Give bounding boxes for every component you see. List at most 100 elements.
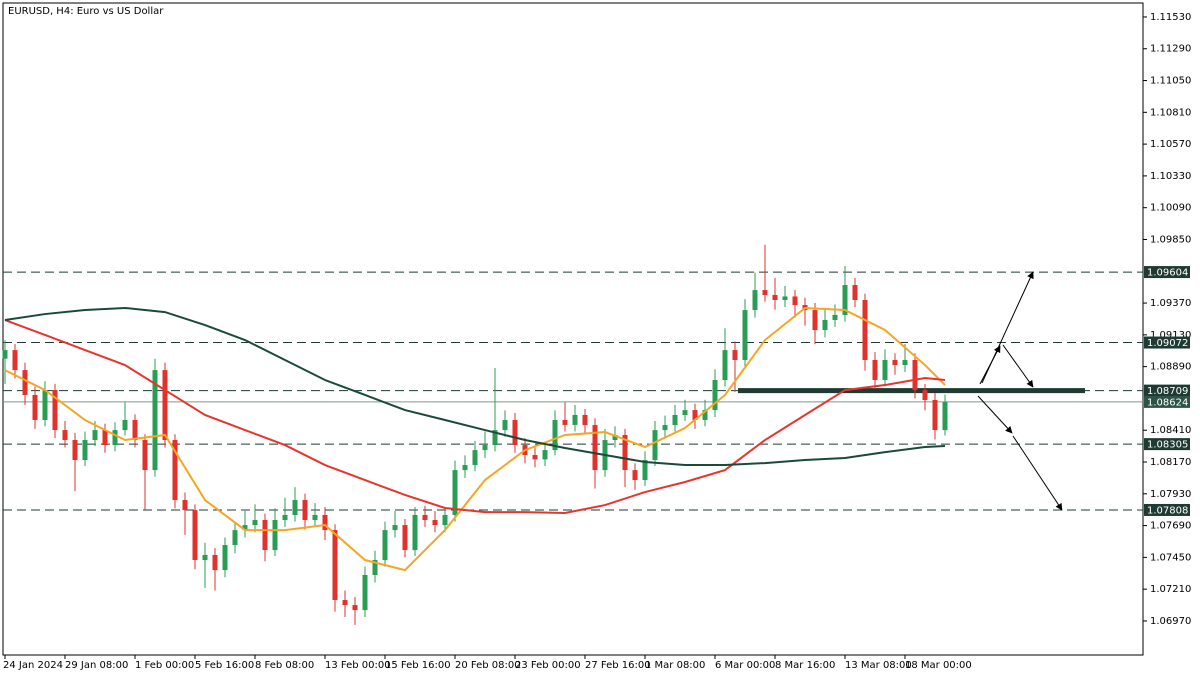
- candle-body: [882, 360, 888, 381]
- y-tick-label: 1.06970: [1150, 616, 1191, 627]
- candle-body: [472, 450, 478, 466]
- candle-body: [372, 560, 378, 575]
- price-tag-label: 1.09072: [1147, 338, 1188, 349]
- candle-body: [782, 296, 788, 301]
- candle-body: [752, 290, 758, 311]
- arrow-retest: [1002, 344, 1034, 388]
- candle-body: [162, 370, 168, 441]
- candle-body: [652, 430, 658, 461]
- candle-body: [672, 414, 678, 426]
- candle-body: [392, 525, 398, 531]
- candle-body: [562, 420, 568, 425]
- candle-body: [142, 440, 148, 471]
- x-tick-label: 13 Mar 08:00: [845, 660, 912, 671]
- moving-average: [4, 319, 946, 515]
- candle-body: [552, 420, 558, 451]
- candle-body: [542, 450, 548, 460]
- candle-body: [732, 350, 738, 361]
- price-tag-label: 1.09604: [1147, 268, 1188, 279]
- plot-frame: [2, 2, 1144, 656]
- candle-body: [152, 370, 158, 471]
- candle-body: [342, 600, 348, 606]
- candle-body: [192, 510, 198, 561]
- candle-body: [812, 310, 818, 331]
- x-tick-label: 13 Feb 00:00: [325, 660, 391, 671]
- x-tick-label: 24 Jan 2024: [3, 660, 63, 671]
- candle-body: [872, 360, 878, 381]
- candle-body: [242, 525, 248, 531]
- chart-title: EURUSD, H4: Euro vs US Dollar: [8, 6, 164, 17]
- y-tick-label: 1.11050: [1150, 76, 1191, 87]
- candle-body: [632, 470, 638, 481]
- candle-body: [892, 360, 898, 366]
- price-tag-box: [1144, 395, 1190, 408]
- candle-body: [852, 285, 858, 301]
- candle-body: [772, 294, 778, 301]
- candle-body: [612, 434, 618, 441]
- candle-body: [82, 440, 88, 461]
- scenario-arrows: [977, 271, 1063, 511]
- y-tick-label: 1.08410: [1150, 425, 1191, 436]
- price-tag-label: 1.08624: [1147, 397, 1188, 408]
- candle-body: [2, 350, 8, 359]
- candle-body: [252, 520, 258, 526]
- x-tick-label: 5 Feb 16:00: [195, 660, 254, 671]
- arrow-up-short: [979, 345, 1001, 385]
- price-tag-label: 1.07808: [1147, 505, 1188, 516]
- candle-body: [62, 430, 68, 441]
- candle-body: [322, 514, 328, 531]
- x-tick-label: 18 Mar 00:00: [905, 660, 972, 671]
- candle-body: [72, 440, 78, 461]
- price-tag-box: [1144, 336, 1190, 349]
- candle-body: [52, 390, 58, 431]
- candle-body: [122, 420, 128, 431]
- candle-body: [722, 350, 728, 381]
- candle-body: [412, 514, 418, 551]
- candle-body: [32, 394, 38, 421]
- candle-body: [922, 390, 928, 401]
- x-tick-label: 1 Mar 08:00: [645, 660, 705, 671]
- y-tick-label: 1.09130: [1150, 330, 1191, 341]
- candle-body: [762, 290, 768, 295]
- candle-body: [12, 350, 18, 371]
- candle-body: [842, 285, 848, 315]
- x-tick-label: 1 Feb 00:00: [135, 660, 194, 671]
- candle-body: [362, 574, 368, 611]
- x-tick-label: 8 Feb 08:00: [255, 660, 314, 671]
- candle-body: [262, 520, 268, 551]
- x-tick-label: 20 Feb 08:00: [455, 660, 521, 671]
- x-tick-label: 6 Mar 00:00: [715, 660, 775, 671]
- x-tick-label: 23 Feb 00:00: [515, 660, 581, 671]
- y-tick-label: 1.10090: [1150, 203, 1191, 214]
- candle-body: [312, 514, 318, 521]
- candle-body: [222, 545, 228, 571]
- y-tick-label: 1.10570: [1150, 139, 1191, 150]
- price-tag-box: [1144, 266, 1190, 279]
- plot-layer: 1.11530 1.11290 1.11050 1.10810 1.10570 1.103…: [2, 12, 1191, 671]
- candle-body: [932, 400, 938, 431]
- candle-body: [502, 420, 508, 431]
- candle-body: [662, 425, 668, 431]
- y-tick-label: 1.09370: [1150, 298, 1191, 309]
- candle-body: [442, 514, 448, 526]
- candle-body: [832, 314, 838, 321]
- candle-body: [182, 500, 188, 511]
- x-tick-label: 15 Feb 16:00: [385, 660, 451, 671]
- candle-body: [302, 500, 308, 521]
- candle-body: [822, 320, 828, 331]
- candle-body: [42, 390, 48, 421]
- candle-body: [112, 430, 118, 446]
- price-tag-label: 1.08709: [1147, 386, 1188, 397]
- arrow-down-short: [977, 395, 1013, 434]
- candle-body: [402, 525, 408, 551]
- arrow-down: [1012, 435, 1063, 511]
- candle-body: [622, 434, 628, 471]
- candle-body: [92, 430, 98, 441]
- candle-body: [592, 425, 598, 471]
- candle-body: [702, 410, 708, 421]
- y-tick-label: 1.11530: [1150, 12, 1191, 23]
- candle-body: [292, 500, 298, 515]
- candle-body: [272, 520, 278, 551]
- y-tick-label: 1.09850: [1150, 234, 1191, 245]
